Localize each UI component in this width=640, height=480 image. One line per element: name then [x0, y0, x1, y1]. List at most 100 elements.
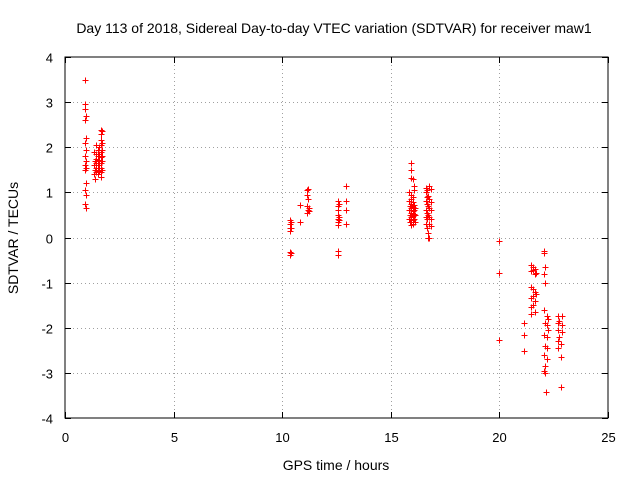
- data-point: [558, 384, 565, 391]
- data-point: [428, 186, 435, 193]
- x-tick-label: 0: [62, 430, 69, 445]
- data-point: [532, 271, 539, 278]
- data-point: [82, 201, 89, 208]
- data-point: [426, 235, 433, 242]
- x-tick-label: 5: [171, 430, 178, 445]
- data-point: [305, 186, 312, 193]
- data-point: [99, 167, 106, 174]
- data-point: [335, 222, 342, 229]
- data-point: [556, 318, 563, 325]
- data-point: [555, 345, 562, 352]
- data-point: [83, 113, 90, 120]
- data-point: [99, 128, 106, 135]
- y-tick-label: 0: [46, 232, 53, 247]
- data-point: [532, 309, 539, 316]
- x-tick-label: 25: [601, 430, 615, 445]
- data-point: [521, 332, 528, 339]
- data-point: [424, 187, 431, 194]
- data-point: [83, 192, 90, 199]
- data-point: [532, 298, 539, 305]
- data-point: [335, 252, 342, 259]
- data-point: [288, 250, 295, 257]
- x-axis-label: GPS time / hours: [283, 457, 390, 473]
- data-points: [82, 77, 566, 396]
- plot-frame: [64, 56, 609, 419]
- data-point: [542, 363, 549, 370]
- data-point: [496, 337, 503, 344]
- x-tick-label: 15: [384, 430, 398, 445]
- data-point: [343, 221, 350, 228]
- y-tick-labels: -4 -3 -2 -1 0 1 2 3 4: [41, 51, 53, 427]
- data-point: [544, 356, 551, 363]
- data-point: [559, 313, 566, 320]
- data-point: [343, 207, 350, 214]
- y-tick-label: 1: [46, 186, 53, 201]
- data-point: [544, 313, 551, 320]
- data-point: [99, 158, 106, 165]
- data-point: [82, 153, 89, 160]
- data-point: [556, 334, 563, 341]
- data-point: [533, 270, 540, 277]
- data-point: [288, 219, 295, 226]
- data-point: [521, 348, 528, 355]
- data-point: [544, 322, 551, 329]
- data-point: [428, 199, 435, 206]
- data-point: [559, 329, 566, 336]
- data-point: [408, 160, 415, 167]
- data-point: [83, 205, 90, 212]
- data-point: [82, 77, 89, 84]
- axis-ticks: [65, 57, 609, 419]
- y-tick-label: 4: [46, 51, 53, 66]
- data-point: [287, 228, 294, 235]
- data-point: [412, 219, 419, 226]
- data-point: [82, 117, 89, 124]
- data-point: [83, 135, 90, 142]
- data-point: [424, 225, 431, 232]
- data-point: [82, 167, 89, 174]
- data-point: [411, 216, 418, 223]
- data-point: [410, 176, 417, 183]
- data-point: [304, 192, 311, 199]
- data-point: [92, 176, 99, 183]
- data-point: [544, 334, 551, 341]
- data-point: [288, 225, 295, 232]
- y-tick-label: -2: [41, 322, 53, 337]
- data-point: [428, 223, 435, 230]
- data-point: [521, 320, 528, 327]
- y-tick-label: -1: [41, 277, 53, 292]
- data-point: [542, 264, 549, 271]
- y-tick-label: 2: [46, 141, 53, 156]
- data-point: [543, 389, 550, 396]
- data-point: [542, 370, 549, 377]
- x-tick-label: 20: [492, 430, 506, 445]
- data-point: [530, 302, 537, 309]
- data-point: [336, 217, 343, 224]
- data-point: [544, 345, 551, 352]
- data-point: [545, 327, 552, 334]
- x-tick-labels: 0 5 10 15 20 25: [62, 430, 616, 445]
- data-point: [412, 205, 419, 212]
- data-point: [82, 187, 89, 194]
- data-point: [305, 196, 312, 203]
- y-axis-label: SDTVAR / TECUs: [5, 182, 21, 294]
- data-point: [541, 352, 548, 359]
- data-point: [428, 216, 435, 223]
- data-point: [411, 187, 418, 194]
- data-point: [541, 271, 548, 278]
- data-point: [98, 131, 105, 138]
- data-point: [98, 174, 105, 181]
- data-point: [528, 311, 535, 318]
- data-point: [306, 208, 313, 215]
- data-point: [558, 354, 565, 361]
- y-tick-label: -4: [41, 412, 53, 427]
- data-point: [428, 207, 435, 214]
- data-point: [336, 201, 343, 208]
- data-point: [343, 198, 350, 205]
- data-point: [558, 341, 565, 348]
- data-point: [343, 183, 350, 190]
- data-point: [542, 280, 549, 287]
- data-point: [555, 338, 562, 345]
- data-point: [83, 158, 90, 165]
- data-point: [559, 322, 566, 329]
